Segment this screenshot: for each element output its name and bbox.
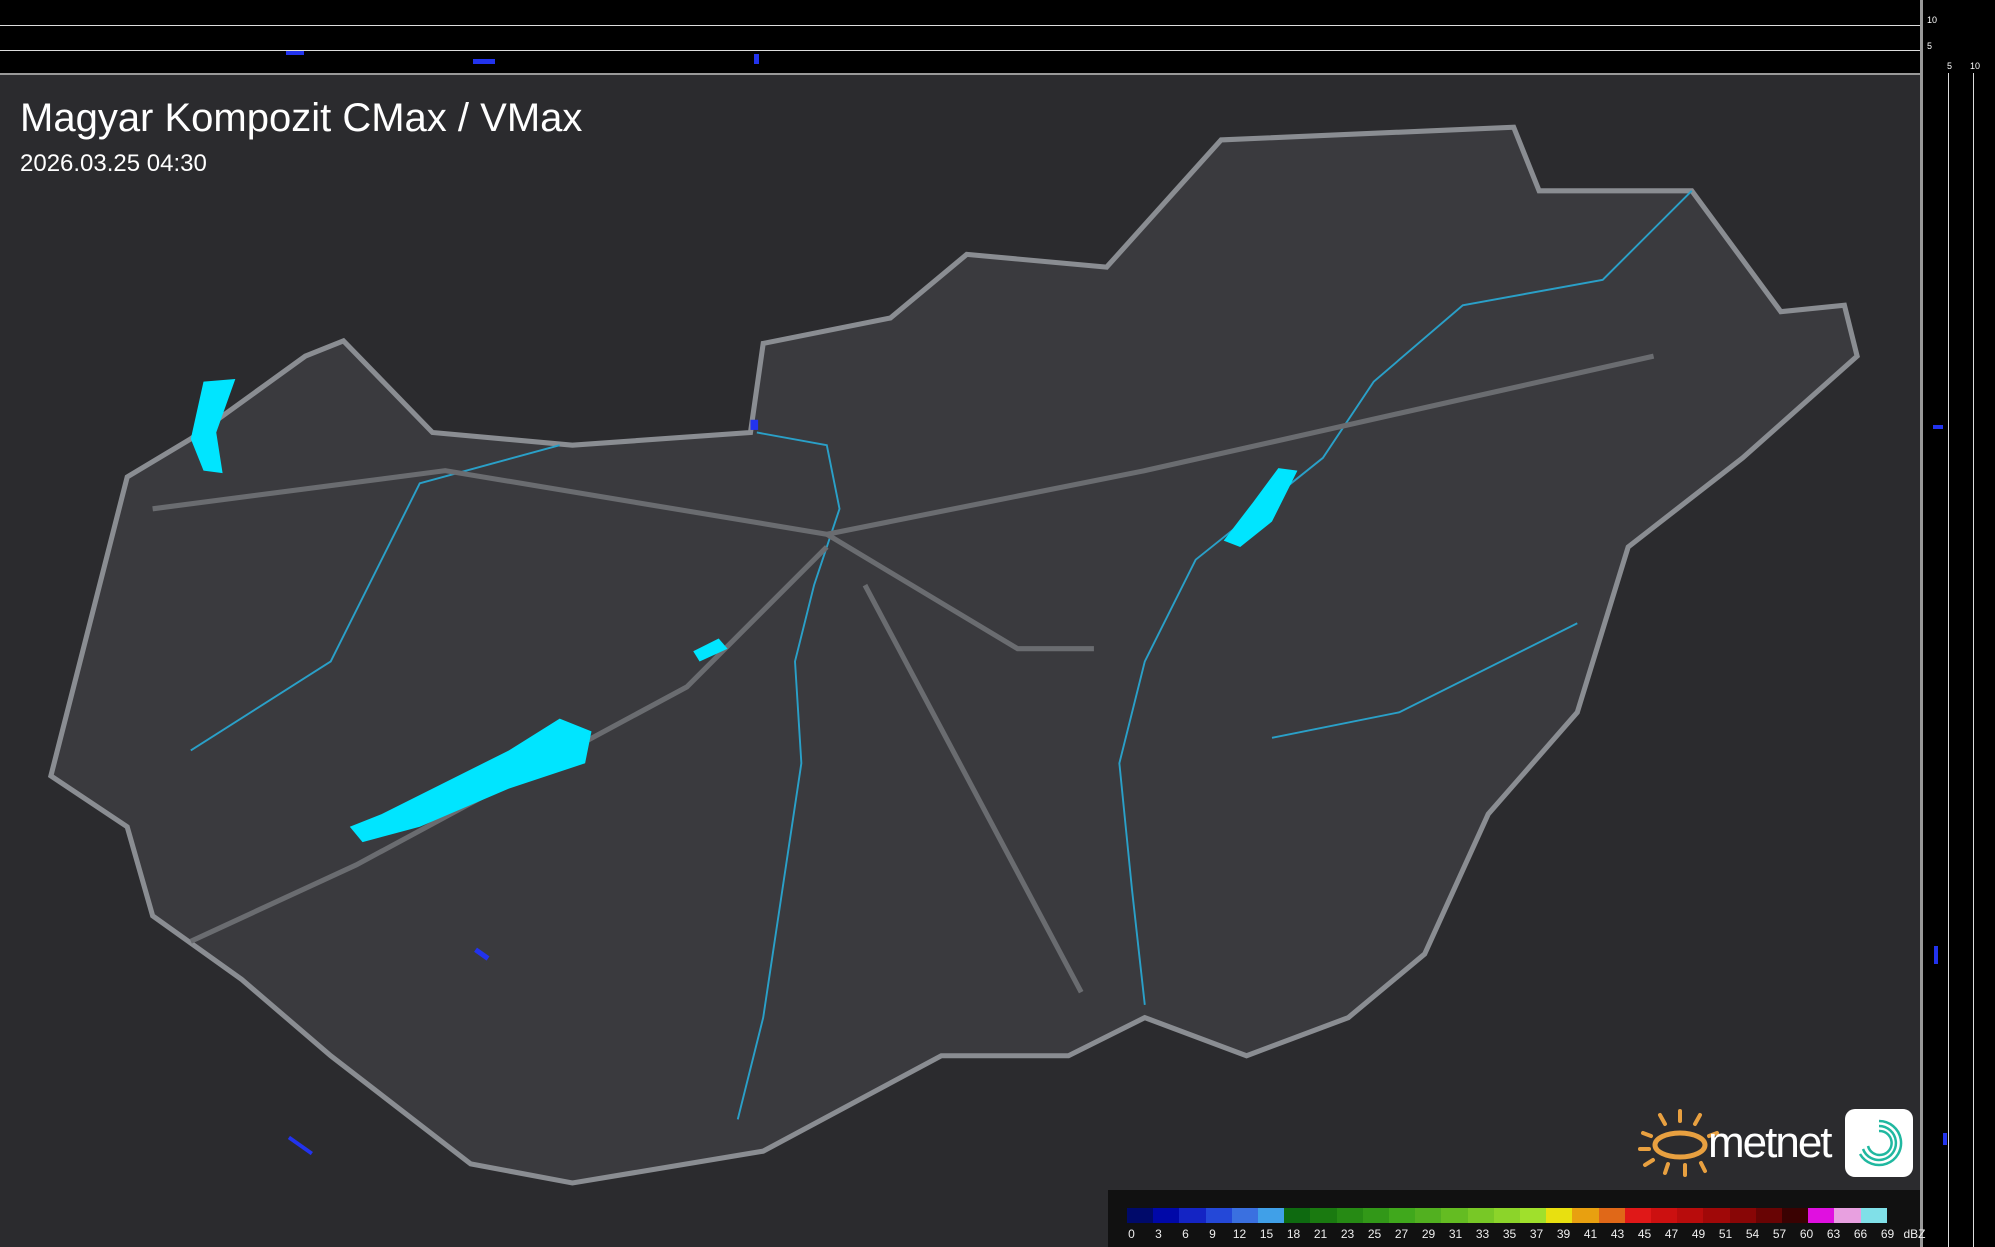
legend-label: 6 [1182, 1227, 1189, 1241]
legend-swatch [1231, 1208, 1259, 1223]
gridline-10 [1973, 73, 1974, 1247]
swirl-icon [1858, 1119, 1902, 1166]
legend-label: 63 [1826, 1227, 1841, 1241]
legend-swatches [1127, 1208, 1887, 1223]
map-timestamp: 2026.03.25 04:30 [20, 150, 207, 177]
legend-label: 12 [1232, 1227, 1247, 1241]
legend-label: 57 [1772, 1227, 1787, 1241]
legend-swatch [1389, 1208, 1416, 1223]
legend-label: 31 [1448, 1227, 1463, 1241]
legend-label: 47 [1664, 1227, 1679, 1241]
legend-label: 37 [1529, 1227, 1544, 1241]
legend-swatch [1493, 1208, 1521, 1223]
legend-swatch [1179, 1208, 1206, 1223]
legend-swatch [1782, 1208, 1809, 1223]
legend-label: 25 [1367, 1227, 1382, 1241]
legend-label: 60 [1799, 1227, 1814, 1241]
legend-swatch [1362, 1208, 1390, 1223]
legend-label: 27 [1394, 1227, 1409, 1241]
legend-swatch [1834, 1208, 1861, 1223]
legend-swatch [1755, 1208, 1783, 1223]
legend-label: 69 [1880, 1227, 1895, 1241]
legend-label: 23 [1340, 1227, 1355, 1241]
legend-swatch [1336, 1208, 1363, 1223]
lakes [190, 379, 1298, 843]
gridline-5 [0, 50, 1920, 51]
legend-swatch [1677, 1208, 1704, 1223]
legend-label: 49 [1691, 1227, 1706, 1241]
legend-label: 35 [1502, 1227, 1517, 1241]
legend-label: 18 [1286, 1227, 1301, 1241]
lake-ferto [190, 379, 236, 474]
echo-mark [473, 59, 495, 64]
legend-swatch [1467, 1208, 1494, 1223]
legend-label: 9 [1209, 1227, 1216, 1241]
legend-swatch [1441, 1208, 1468, 1223]
lake-velence [693, 638, 728, 662]
echo-mark [1943, 1133, 1947, 1145]
tick-label: 10 [1970, 61, 1981, 71]
legend-swatch [1598, 1208, 1625, 1223]
legend-swatch [1546, 1208, 1573, 1223]
legend-swatch [1127, 1208, 1154, 1223]
legend-swatch [1703, 1208, 1730, 1223]
map-title: Magyar Kompozit CMax / VMax [20, 96, 583, 140]
gridline-5 [1948, 73, 1949, 1247]
legend-swatch [1258, 1208, 1285, 1223]
lake-balaton [349, 718, 592, 843]
legend-label: 45 [1637, 1227, 1652, 1241]
legend-swatch [1808, 1208, 1835, 1223]
echo-mark [1933, 425, 1943, 429]
legend-swatch [1310, 1208, 1337, 1223]
echo-mark [754, 54, 759, 64]
color-legend: 0 3 6 9 12 15 18 21 23 25 27 29 31 33 35 37 39 41 43 45 47 49… [1108, 1190, 1926, 1247]
legend-label: 15 [1259, 1227, 1274, 1241]
echoes [287, 419, 759, 1156]
legend-swatch [1651, 1208, 1678, 1223]
sun-icon [1638, 1109, 1719, 1177]
legend-label: 41 [1583, 1227, 1598, 1241]
brand-name: metnet [1708, 1117, 1833, 1167]
legend-labels: 0 3 6 9 12 15 18 21 23 25 27 29 31 33 35 37 39 41 43 45 47 49… [1118, 1227, 1928, 1241]
legend-label: 39 [1556, 1227, 1571, 1241]
gridline-10 [0, 25, 1920, 26]
legend-label: 3 [1155, 1227, 1162, 1241]
radar-map[interactable] [0, 75, 1920, 1247]
legend-label: 21 [1313, 1227, 1328, 1241]
legend-swatch [1284, 1208, 1311, 1223]
legend-swatch [1153, 1208, 1180, 1223]
tick-label: 5 [1947, 61, 1953, 71]
tick-label: 5 [1927, 41, 1933, 51]
legend-label: 54 [1745, 1227, 1760, 1241]
echo-mark [286, 51, 304, 55]
lake-tisza [1223, 468, 1298, 547]
top-profile-strip [0, 0, 1920, 75]
app-icon [1844, 1108, 1913, 1177]
country-outline [47, 124, 1860, 1186]
legend-label: dBZ [1903, 1227, 1926, 1241]
legend-swatch [1205, 1208, 1232, 1223]
legend-label: 51 [1718, 1227, 1733, 1241]
legend-label: 0 [1128, 1227, 1135, 1241]
legend-label: 33 [1475, 1227, 1490, 1241]
legend-swatch [1624, 1208, 1652, 1223]
legend-label: 43 [1610, 1227, 1625, 1241]
metnet-logo: metnet [1635, 1105, 1913, 1180]
legend-label: 66 [1853, 1227, 1868, 1241]
legend-swatch [1729, 1208, 1756, 1223]
legend-swatch [1520, 1208, 1547, 1223]
tick-label: 10 [1927, 15, 1938, 25]
echo-mark [1934, 946, 1938, 964]
hungary-map [47, 124, 1860, 1186]
side-profile-strip: 10 5 5 10 [1920, 0, 1995, 1247]
legend-swatch [1572, 1208, 1599, 1223]
legend-swatch [1860, 1208, 1887, 1223]
legend-swatch [1415, 1208, 1442, 1223]
legend-label: 29 [1421, 1227, 1436, 1241]
